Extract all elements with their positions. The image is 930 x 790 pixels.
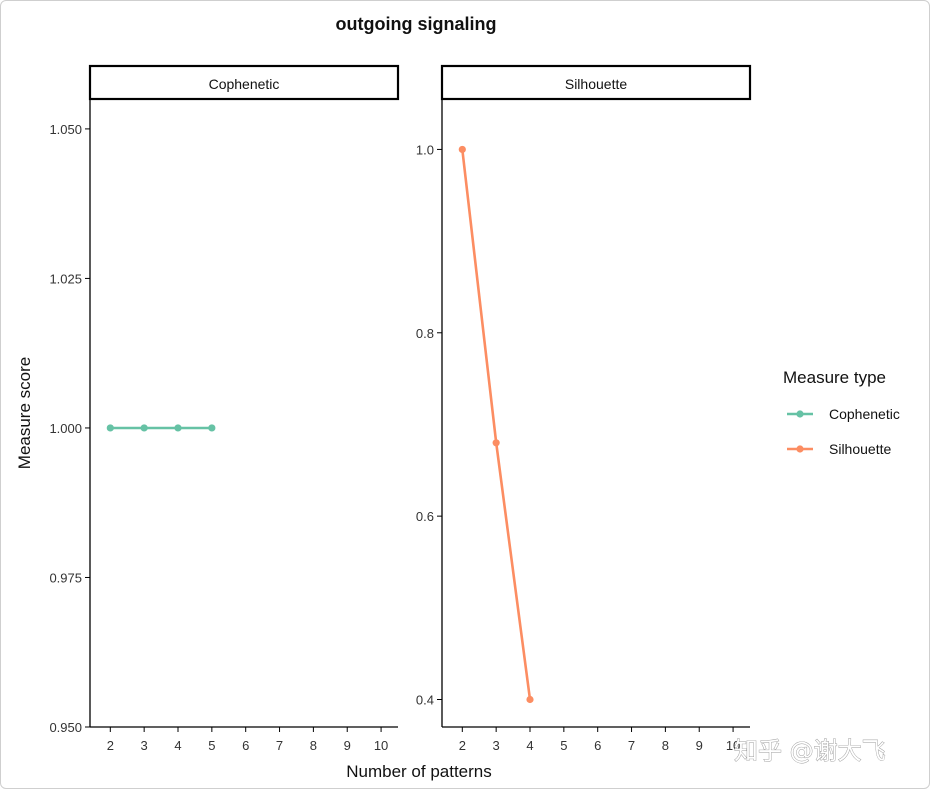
legend-key-point bbox=[796, 445, 804, 453]
facet-strip bbox=[440, 64, 752, 101]
panel-silhouette: Silhouette 0.4 0.6 0.8 1.0 2 3 4 5 6 7 8 9 10 bbox=[416, 64, 752, 753]
data-point-silhouette bbox=[458, 145, 466, 154]
y-tick-label: 0.6 bbox=[416, 509, 434, 524]
legend-entry-cophenetic: Cophenetic bbox=[787, 406, 900, 422]
x-tick-label: 2 bbox=[107, 738, 114, 753]
x-tick-label: 10 bbox=[374, 738, 388, 753]
y-tick-label: 0.950 bbox=[49, 720, 82, 735]
x-tick-label: 6 bbox=[594, 738, 601, 753]
x-tick-label: 3 bbox=[493, 738, 500, 753]
chart-title: outgoing signaling bbox=[336, 14, 497, 34]
y-tick-label: 1.025 bbox=[49, 271, 82, 286]
data-point-cophenetic bbox=[140, 424, 148, 432]
y-axis-title: Measure score bbox=[15, 357, 34, 469]
legend-label: Silhouette bbox=[829, 441, 891, 457]
x-tick-label: 7 bbox=[628, 738, 635, 753]
facet-strip-label: Cophenetic bbox=[209, 76, 280, 92]
x-tick-label: 6 bbox=[242, 738, 249, 753]
data-point-cophenetic bbox=[208, 424, 216, 432]
data-point-cophenetic bbox=[106, 424, 114, 432]
legend-title: Measure type bbox=[783, 368, 886, 387]
data-point-cophenetic bbox=[174, 424, 182, 432]
x-tick-label: 8 bbox=[310, 738, 317, 753]
x-tick-label: 5 bbox=[208, 738, 215, 753]
x-tick-label: 2 bbox=[459, 738, 466, 753]
x-tick-label: 7 bbox=[276, 738, 283, 753]
legend-key-point bbox=[796, 410, 804, 418]
legend-label: Cophenetic bbox=[829, 406, 900, 422]
y-tick-label: 0.4 bbox=[416, 692, 434, 707]
x-tick-label: 9 bbox=[344, 738, 351, 753]
data-point-silhouette bbox=[492, 439, 500, 447]
x-tick-label: 5 bbox=[560, 738, 567, 753]
facet-strip-label: Silhouette bbox=[565, 76, 627, 92]
facet-strip bbox=[88, 64, 400, 101]
x-tick-label: 4 bbox=[174, 738, 181, 753]
y-tick-label: 0.975 bbox=[49, 570, 82, 585]
panel-cophenetic: Cophenetic 0.950 0.975 1.000 1.025 1.050 2 3 4 5 6… bbox=[49, 64, 400, 753]
y-tick-label: 0.8 bbox=[416, 326, 434, 341]
y-tick-label: 1.000 bbox=[49, 421, 82, 436]
x-tick-label: 10 bbox=[726, 738, 740, 753]
x-tick-label: 3 bbox=[141, 738, 148, 753]
data-point-silhouette bbox=[526, 695, 534, 704]
series-line-silhouette bbox=[461, 149, 532, 700]
x-axis-title: Number of patterns bbox=[346, 762, 492, 781]
x-tick-label: 8 bbox=[662, 738, 669, 753]
x-tick-label: 4 bbox=[526, 738, 533, 753]
watermark: 知乎 @谢大飞 bbox=[734, 737, 886, 765]
y-tick-label: 1.050 bbox=[49, 122, 82, 137]
legend: Measure type Cophenetic Silhouette bbox=[783, 368, 900, 457]
legend-entry-silhouette: Silhouette bbox=[787, 441, 891, 457]
y-tick-label: 1.0 bbox=[416, 142, 434, 157]
x-tick-label: 9 bbox=[696, 738, 703, 753]
